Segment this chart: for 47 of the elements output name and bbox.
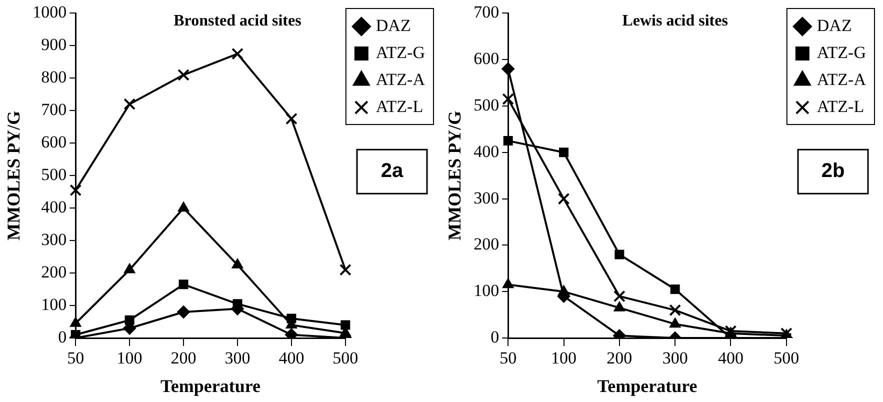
y-tick-label: 400 xyxy=(41,198,67,217)
x-tick-label: 300 xyxy=(224,348,250,368)
x-axis-title: Temperature xyxy=(160,376,261,396)
y-axis-title: MMOLES PY/G xyxy=(3,110,24,240)
x-tick-label: 500 xyxy=(332,348,358,368)
legend-label: ATZ-G xyxy=(816,42,866,62)
x-tick-label: 100 xyxy=(116,348,142,368)
x-tick-label: 50 xyxy=(67,348,84,368)
x-tick-label: 400 xyxy=(718,348,744,368)
legend-label: DAZ xyxy=(816,16,852,35)
y-tick-label: 300 xyxy=(474,188,500,208)
x-tick-label: 200 xyxy=(170,348,196,368)
y-tick-label: 100 xyxy=(474,281,500,300)
legend-label: ATZ-L xyxy=(376,96,424,116)
legend-label: ATZ-A xyxy=(376,70,426,89)
chart-title: Bronsted acid sites xyxy=(174,12,302,30)
x-tick-label: 300 xyxy=(662,348,688,368)
y-tick-label: 900 xyxy=(41,35,67,54)
chart-title: Lewis acid sites xyxy=(622,12,728,30)
y-tick-label: 700 xyxy=(41,100,67,120)
y-tick-label: 0 xyxy=(490,327,500,346)
y-tick-label: 100 xyxy=(41,294,67,314)
y-tick-label: 500 xyxy=(41,165,67,184)
legend-label: ATZ-L xyxy=(816,96,864,116)
y-tick-label: 200 xyxy=(474,234,500,254)
y-tick-label: 300 xyxy=(41,230,67,250)
x-tick-label: 50 xyxy=(500,348,517,368)
legend-label: ATZ-A xyxy=(816,70,867,89)
y-tick-label: 1000 xyxy=(32,2,67,22)
text: 2a xyxy=(380,160,404,182)
y-tick-label: 600 xyxy=(474,49,500,68)
legend-label: DAZ xyxy=(376,16,411,35)
y-tick-label: 700 xyxy=(474,2,500,22)
y-tick-label: 800 xyxy=(41,68,67,87)
legend-label: ATZ-G xyxy=(376,42,426,62)
x-tick-label: 200 xyxy=(606,348,632,368)
text: 2b xyxy=(821,160,845,182)
x-axis-title: Temperature xyxy=(597,376,698,396)
y-tick-label: 0 xyxy=(58,327,67,346)
y-tick-label: 500 xyxy=(474,95,500,114)
x-tick-label: 400 xyxy=(278,348,304,368)
x-tick-label: 100 xyxy=(551,348,577,368)
y-tick-label: 400 xyxy=(474,142,500,161)
y-axis-title: MMOLES PY/G xyxy=(444,110,464,240)
y-tick-label: 200 xyxy=(41,262,67,282)
y-tick-label: 600 xyxy=(41,132,67,152)
x-tick-label: 500 xyxy=(774,348,800,368)
